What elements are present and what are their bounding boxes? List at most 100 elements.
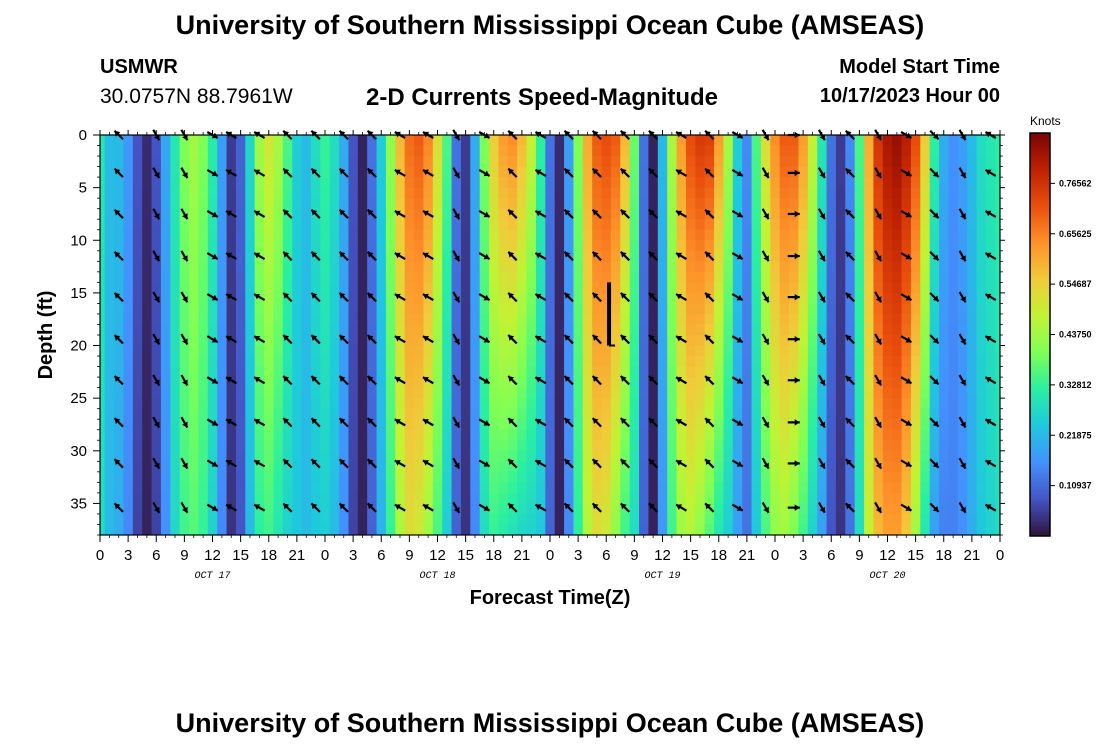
heatmap-cell [395, 229, 406, 241]
heatmap-cell [910, 324, 921, 336]
heatmap-cell [789, 324, 800, 336]
current-arrow [394, 335, 406, 344]
heatmap-cell [639, 282, 650, 294]
heatmap-cell [920, 292, 931, 305]
heatmap-cell [901, 440, 912, 452]
heatmap-cell [142, 366, 153, 378]
heatmap-cell [104, 187, 115, 199]
heatmap-cell [723, 408, 734, 420]
heatmap-cell [432, 240, 443, 252]
heatmap-cell [798, 292, 809, 305]
heatmap-cell [414, 177, 425, 189]
heatmap-cell [385, 356, 396, 368]
heatmap-cell [948, 156, 959, 168]
heatmap-cell [667, 166, 678, 178]
heatmap-cell [789, 335, 800, 347]
heatmap-cell [742, 524, 753, 535]
heatmap-cell [189, 461, 200, 473]
heatmap-cell [142, 503, 153, 515]
heatmap-cell [217, 156, 228, 168]
heatmap-cell [807, 356, 818, 368]
heatmap-cell [170, 208, 181, 220]
heatmap-cell [470, 240, 481, 252]
heatmap-cell [414, 292, 425, 305]
heatmap-cell [442, 282, 453, 294]
heatmap-cell [460, 303, 471, 315]
heatmap-cell [882, 482, 893, 494]
current-arrow [206, 335, 219, 344]
heatmap-cell [132, 282, 143, 294]
heatmap-cell [292, 208, 303, 220]
heatmap-cell [179, 429, 190, 441]
heatmap-cell [807, 282, 818, 294]
heatmap-cell [329, 356, 340, 368]
heatmap-cell [817, 524, 828, 535]
heatmap-cell [498, 145, 509, 157]
heatmap-cell [798, 398, 809, 410]
heatmap-cell [264, 461, 275, 473]
current-arrow [591, 292, 602, 303]
heatmap-cell [198, 408, 209, 420]
heatmap-cell [639, 271, 650, 283]
heatmap-cell [310, 461, 321, 473]
heatmap-cell [779, 229, 790, 241]
heatmap-cell [507, 345, 518, 357]
heatmap-cell [957, 408, 968, 420]
heatmap-cell [892, 492, 903, 505]
heatmap-cell [273, 282, 284, 294]
heatmap-cell [667, 219, 678, 231]
heatmap-cell [207, 492, 218, 505]
heatmap-cell [742, 356, 753, 368]
heatmap-cell [217, 208, 228, 220]
heatmap-cell [901, 261, 912, 273]
heatmap-cell [235, 303, 246, 315]
heatmap-cell [817, 356, 828, 368]
heatmap-cell [132, 398, 143, 410]
heatmap-cell [198, 145, 209, 157]
heatmap-cell [957, 187, 968, 199]
heatmap-cell [442, 482, 453, 494]
heatmap-cell [967, 208, 978, 220]
heatmap-cell [348, 366, 359, 378]
heatmap-cell [104, 408, 115, 420]
heatmap-cell [479, 145, 490, 157]
heatmap-cell [226, 419, 237, 431]
heatmap-cell [320, 440, 331, 452]
heatmap-cell [967, 156, 978, 168]
heatmap-cell [976, 187, 987, 199]
heatmap-cell [489, 261, 500, 273]
heatmap-cell [629, 335, 640, 347]
heatmap-cell [873, 177, 884, 189]
heatmap-cell [385, 177, 396, 189]
heatmap-cell [901, 356, 912, 368]
current-arrow [310, 502, 321, 513]
heatmap-cell [114, 513, 125, 526]
heatmap-cell [170, 135, 181, 147]
heatmap-cell [648, 377, 659, 389]
heatmap-cell [939, 313, 950, 326]
heatmap-cell [442, 135, 453, 147]
heatmap-cell [592, 450, 603, 462]
heatmap-cell [582, 419, 593, 431]
heatmap-cell [282, 377, 293, 389]
heatmap-cell [554, 177, 565, 189]
heatmap-cell [882, 250, 893, 262]
heatmap-cell [807, 198, 818, 210]
heatmap-cell [179, 492, 190, 505]
heatmap-cell [432, 166, 443, 178]
heatmap-cell [142, 429, 153, 441]
heatmap-cell [751, 282, 762, 294]
heatmap-cell [789, 440, 800, 452]
heatmap-cell [929, 303, 940, 315]
heatmap-cell [864, 198, 875, 210]
heatmap-cell [995, 177, 1000, 189]
heatmap-cell [526, 250, 537, 262]
current-arrow [507, 458, 518, 469]
heatmap-cell [695, 229, 706, 241]
heatmap-cell [123, 377, 134, 389]
heatmap-cell [760, 177, 771, 189]
heatmap-cell [235, 240, 246, 252]
heatmap-cell [198, 440, 209, 452]
heatmap-cell [723, 219, 734, 231]
heatmap-cell [826, 377, 837, 389]
